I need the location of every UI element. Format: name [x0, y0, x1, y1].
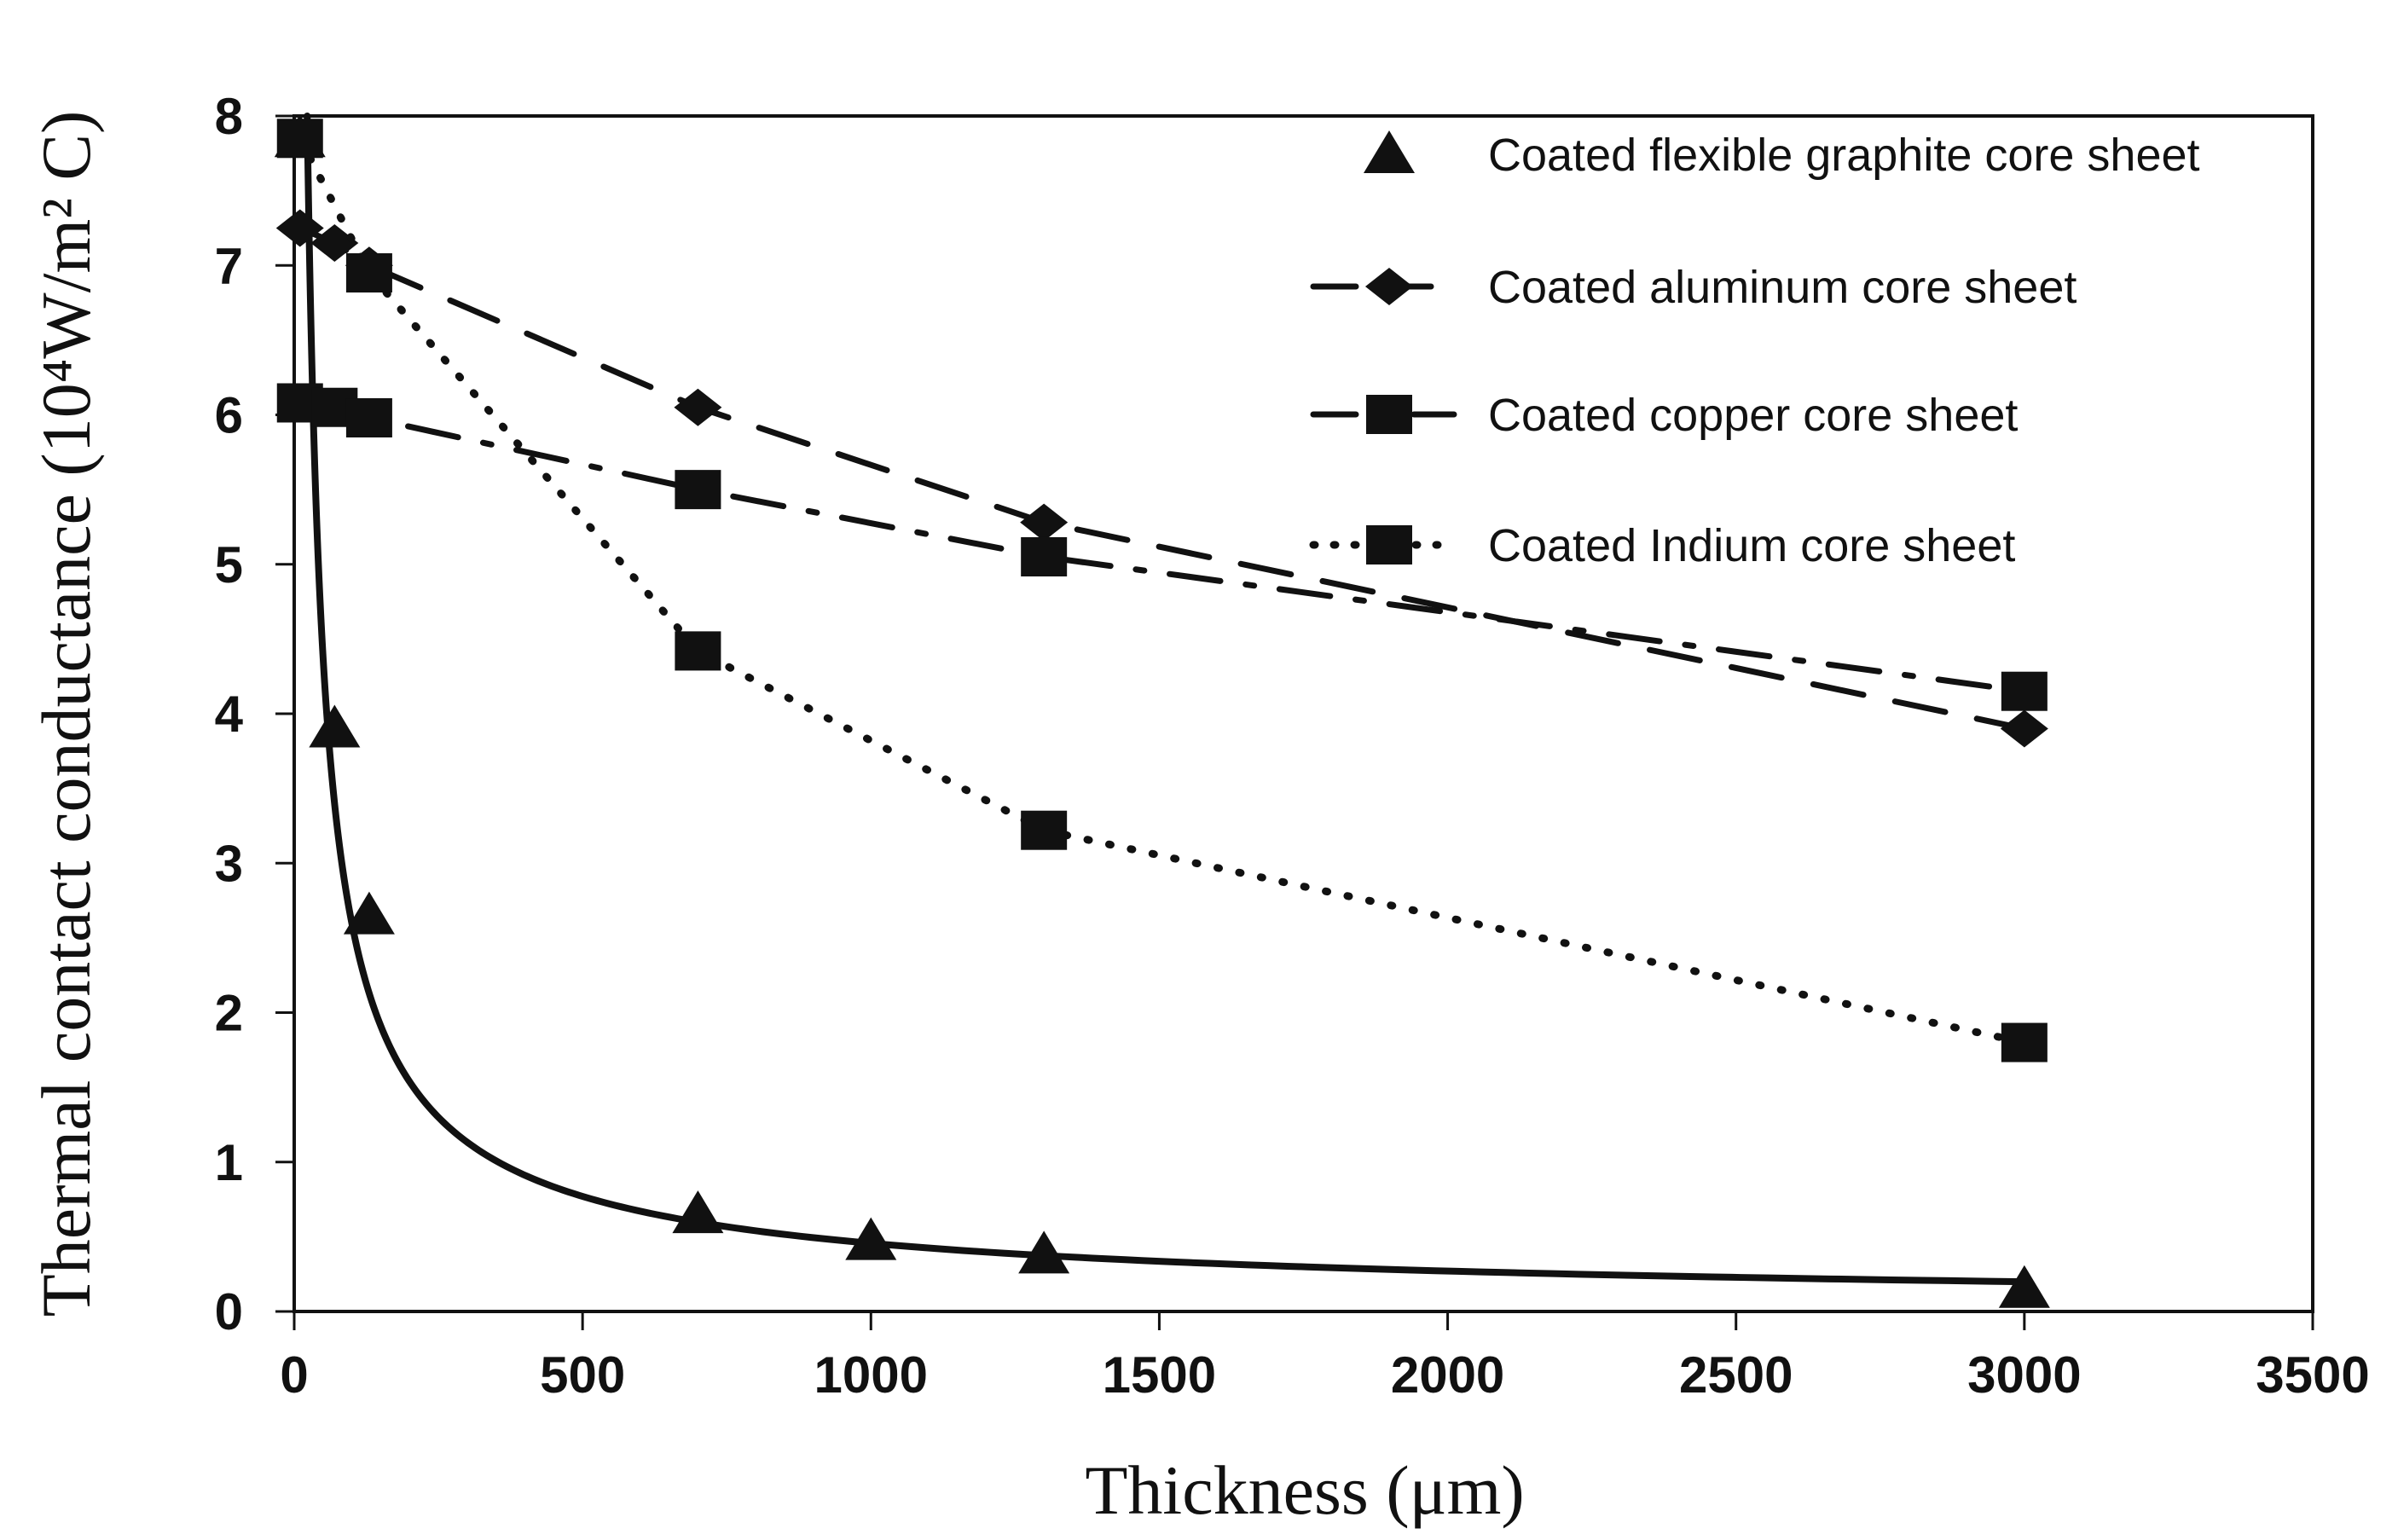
triangle-marker: [343, 891, 395, 935]
y-tick-label: 6: [215, 387, 243, 444]
x-tick-label: 2500: [1679, 1346, 1793, 1404]
legend-label: Coated copper core sheet: [1488, 390, 2018, 441]
legend-triangle-marker: [1364, 130, 1415, 173]
square-marker: [675, 470, 721, 510]
x-tick-label: 3500: [2256, 1346, 2369, 1404]
triangle-marker: [1018, 1230, 1070, 1274]
legend-item: Coated copper core sheet: [1310, 390, 2018, 441]
square-marker: [345, 253, 392, 293]
triangle-marker: [1998, 1265, 2050, 1308]
x-tick-label: 3000: [1967, 1346, 2081, 1404]
legend-square-marker: [1366, 395, 1412, 434]
legend-item: Coated flexible graphite core sheet: [1364, 130, 2200, 181]
square-marker: [1021, 536, 1068, 576]
x-tick-label: 1500: [1103, 1346, 1216, 1404]
y-tick-label: 1: [215, 1134, 243, 1191]
series-3: [276, 119, 2048, 1062]
square-marker: [2001, 671, 2048, 711]
diamond-marker: [674, 388, 722, 426]
x-tick-label: 2000: [1391, 1346, 1504, 1404]
legend-square-marker: [1366, 525, 1412, 564]
triangle-marker: [672, 1190, 724, 1234]
square-marker: [345, 398, 392, 438]
y-tick-label: 7: [215, 237, 243, 294]
diamond-marker: [1020, 503, 1069, 541]
series-1: [275, 209, 2048, 748]
square-marker: [276, 119, 323, 159]
legend-item: Coated aluminum core sheet: [1310, 262, 2077, 313]
legend-item: Coated Indium core sheet: [1309, 520, 2015, 571]
legend-label: Coated aluminum core sheet: [1488, 262, 2077, 313]
x-tick-label: 1000: [814, 1346, 928, 1404]
legend-diamond-marker: [1365, 268, 1413, 305]
legend-label: Coated Indium core sheet: [1488, 520, 2015, 571]
x-axis-title: Thickness (μm): [1085, 1451, 1524, 1529]
series-line: [304, 113, 2028, 1286]
square-marker: [1021, 810, 1068, 850]
y-axis-title: Thermal contact conductance (10⁴W/m² C): [27, 111, 105, 1317]
triangle-marker: [309, 704, 361, 748]
y-tick-label: 0: [215, 1283, 243, 1340]
x-tick-label: 0: [280, 1346, 308, 1404]
diamond-marker: [275, 209, 324, 247]
y-tick-label: 2: [215, 985, 243, 1042]
series-2: [276, 383, 2048, 711]
series-line: [296, 134, 2029, 1047]
y-tick-label: 5: [215, 536, 243, 593]
diamond-marker: [310, 223, 359, 262]
square-marker: [2001, 1022, 2048, 1062]
x-tick-label: 500: [540, 1346, 625, 1404]
triangle-marker: [845, 1217, 897, 1260]
y-tick-label: 4: [215, 686, 244, 743]
square-marker: [675, 631, 721, 671]
legend-label: Coated flexible graphite core sheet: [1488, 130, 2200, 181]
y-tick-label: 3: [215, 835, 243, 892]
y-tick-label: 8: [215, 88, 243, 145]
diamond-marker: [2000, 709, 2048, 748]
